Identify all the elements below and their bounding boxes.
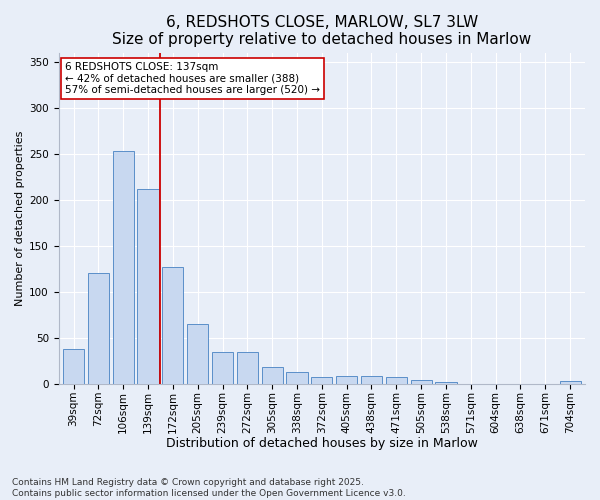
Bar — [113, 152, 134, 384]
Bar — [386, 377, 407, 384]
Bar — [436, 382, 457, 384]
X-axis label: Distribution of detached houses by size in Marlow: Distribution of detached houses by size … — [166, 437, 478, 450]
Bar — [336, 376, 357, 384]
Bar — [361, 376, 382, 384]
Bar — [212, 352, 233, 384]
Text: Contains HM Land Registry data © Crown copyright and database right 2025.
Contai: Contains HM Land Registry data © Crown c… — [12, 478, 406, 498]
Bar — [63, 350, 84, 384]
Bar — [560, 381, 581, 384]
Bar — [237, 352, 258, 384]
Text: 6 REDSHOTS CLOSE: 137sqm
← 42% of detached houses are smaller (388)
57% of semi-: 6 REDSHOTS CLOSE: 137sqm ← 42% of detach… — [65, 62, 320, 95]
Bar — [286, 372, 308, 384]
Bar — [262, 367, 283, 384]
Bar — [311, 377, 332, 384]
Bar — [410, 380, 431, 384]
Title: 6, REDSHOTS CLOSE, MARLOW, SL7 3LW
Size of property relative to detached houses : 6, REDSHOTS CLOSE, MARLOW, SL7 3LW Size … — [112, 15, 532, 48]
Bar — [162, 266, 184, 384]
Bar — [187, 324, 208, 384]
Y-axis label: Number of detached properties: Number of detached properties — [15, 131, 25, 306]
Bar — [137, 189, 158, 384]
Bar — [88, 273, 109, 384]
